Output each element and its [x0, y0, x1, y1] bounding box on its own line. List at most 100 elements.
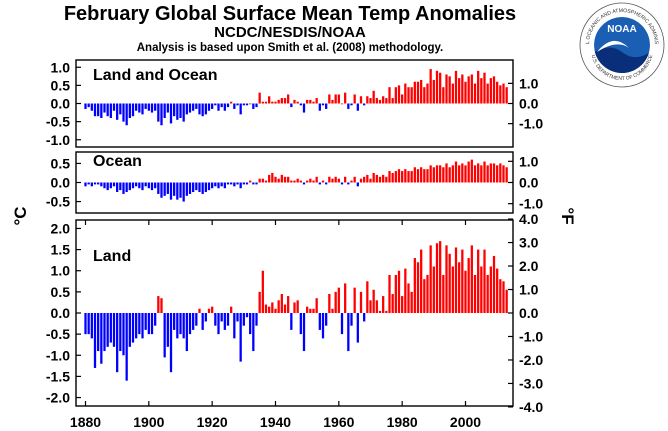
bar	[492, 255, 496, 313]
bar	[249, 313, 252, 335]
bar	[325, 103, 328, 109]
bar	[236, 313, 239, 322]
bar	[489, 163, 492, 183]
bar	[410, 171, 413, 183]
bar	[195, 313, 198, 326]
bar	[214, 182, 217, 187]
bar	[100, 182, 103, 187]
bar	[109, 182, 112, 189]
bar	[334, 176, 337, 183]
y-tick-label-left: -0.5	[46, 326, 70, 342]
bar	[385, 310, 388, 313]
bar	[502, 83, 505, 104]
bar	[198, 182, 201, 193]
bar	[315, 298, 318, 313]
bar	[318, 313, 321, 330]
bar	[347, 103, 350, 109]
y-tick-label-right: -1.0	[519, 196, 543, 212]
bar	[372, 172, 375, 183]
y-tick-label-right: -3.0	[519, 375, 543, 391]
bar	[277, 178, 280, 183]
y-axis-label-left: °C	[11, 206, 30, 225]
bar	[185, 182, 188, 196]
bar	[100, 313, 103, 364]
bar	[154, 313, 157, 326]
bar	[496, 165, 499, 183]
bar	[122, 313, 125, 356]
bar	[356, 182, 359, 187]
bar	[264, 304, 268, 313]
bar	[195, 182, 198, 191]
bar	[350, 180, 353, 183]
bar	[245, 103, 249, 106]
bar	[470, 159, 473, 183]
bar	[309, 308, 312, 313]
bar	[470, 74, 473, 104]
bar	[483, 161, 486, 183]
bar	[375, 300, 378, 313]
bar	[160, 298, 163, 313]
bar	[489, 78, 492, 104]
bar	[258, 178, 261, 183]
bar	[207, 103, 211, 111]
bar	[413, 167, 416, 183]
bar	[353, 287, 356, 313]
bar	[426, 169, 429, 183]
bar	[147, 182, 150, 189]
bar	[157, 182, 160, 194]
bar	[442, 87, 445, 104]
bar	[439, 241, 442, 313]
bar	[423, 169, 426, 183]
bar	[214, 103, 217, 106]
bar	[173, 182, 176, 196]
bar	[375, 98, 378, 104]
bar	[420, 249, 423, 313]
y-tick-label-left: -1.0	[46, 347, 70, 363]
bar	[448, 253, 451, 313]
bar	[486, 83, 489, 104]
bar	[163, 182, 166, 196]
bar	[464, 270, 467, 313]
bar	[245, 182, 249, 185]
bar	[451, 165, 454, 183]
bar	[154, 182, 157, 189]
bar	[404, 169, 407, 183]
bar	[321, 103, 325, 106]
bar	[160, 182, 163, 198]
y-tick-label-right: 1.0	[519, 75, 539, 91]
bar	[461, 249, 464, 313]
bar	[435, 70, 439, 104]
bar	[435, 165, 439, 183]
bar	[432, 79, 435, 104]
bar	[87, 313, 90, 335]
x-tick-label: 1880	[70, 414, 101, 430]
bar	[280, 293, 283, 313]
bar	[375, 174, 378, 183]
bar	[179, 182, 182, 198]
bar	[271, 302, 274, 313]
bar	[223, 103, 226, 111]
bar	[486, 274, 489, 313]
bar	[144, 182, 147, 187]
bar	[366, 96, 369, 104]
bar	[318, 103, 321, 111]
bar	[388, 274, 391, 313]
bar	[144, 313, 147, 330]
bar	[131, 182, 135, 189]
bar	[356, 313, 359, 343]
bar	[119, 313, 122, 352]
bar	[378, 99, 382, 104]
bar	[445, 245, 448, 313]
bar	[356, 103, 359, 111]
bar	[394, 171, 397, 183]
bar	[242, 313, 245, 326]
bar	[198, 103, 201, 115]
x-tick-label: 1940	[260, 414, 291, 430]
bar	[353, 94, 356, 104]
bar	[385, 98, 388, 104]
bar	[407, 283, 410, 313]
bar	[505, 87, 508, 104]
bar	[296, 178, 299, 183]
bar	[369, 98, 372, 104]
bar	[261, 270, 264, 313]
